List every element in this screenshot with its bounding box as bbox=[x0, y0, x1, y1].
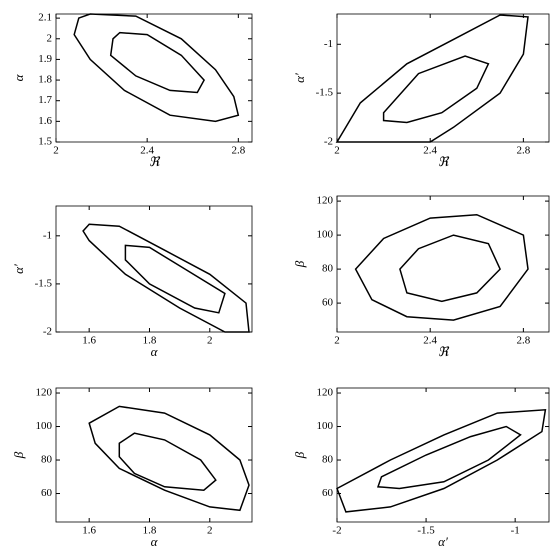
x-tick-label: 2 bbox=[334, 145, 340, 157]
axes-box bbox=[55, 387, 253, 523]
y-tick-label: 60 bbox=[322, 297, 334, 309]
axes-box bbox=[55, 13, 253, 143]
x-axis-label: α bbox=[151, 344, 159, 359]
y-tick-label: 100 bbox=[317, 229, 334, 241]
y-tick-label: 100 bbox=[36, 420, 53, 432]
y-tick-label: -1 bbox=[324, 38, 333, 50]
x-tick-label: 1.6 bbox=[82, 525, 96, 537]
y-tick-label: -2 bbox=[43, 326, 52, 338]
y-tick-label: 100 bbox=[317, 420, 334, 432]
x-axis-label: ℜ bbox=[438, 344, 450, 359]
y-tick-label: 80 bbox=[322, 454, 334, 466]
y-tick-label: 80 bbox=[41, 454, 53, 466]
y-axis-label: β bbox=[292, 260, 307, 268]
x-tick-label: 1.8 bbox=[143, 525, 157, 537]
contour bbox=[376, 425, 522, 490]
axes-box bbox=[55, 205, 253, 333]
y-tick-label: -1.5 bbox=[316, 87, 334, 99]
y-tick-label: 80 bbox=[322, 263, 334, 275]
y-tick-label: 1.9 bbox=[38, 53, 52, 65]
y-tick-label: 120 bbox=[317, 387, 334, 399]
y-tick-label: 1.8 bbox=[38, 74, 52, 86]
y-tick-label: 2.1 bbox=[38, 12, 52, 24]
x-tick-label: 2.4 bbox=[423, 335, 437, 347]
contour bbox=[335, 14, 529, 143]
axes-box bbox=[336, 195, 550, 333]
x-axis-label: ℜ bbox=[438, 154, 450, 169]
y-tick-label: -1.5 bbox=[35, 277, 53, 289]
x-tick-label: -1.5 bbox=[417, 525, 435, 537]
y-tick-label: 120 bbox=[317, 195, 334, 207]
x-tick-label: 2.4 bbox=[140, 145, 154, 157]
x-tick-label: 2 bbox=[207, 335, 213, 347]
contour bbox=[354, 213, 529, 321]
axes-box bbox=[336, 13, 550, 143]
contour bbox=[73, 13, 240, 123]
x-tick-label: 2.8 bbox=[516, 145, 530, 157]
axes-box bbox=[336, 387, 550, 523]
y-tick-label: -2 bbox=[324, 136, 333, 148]
contour bbox=[118, 432, 217, 491]
x-axis-label: ℜ bbox=[149, 154, 161, 169]
x-axis-label: α bbox=[151, 534, 159, 549]
contour bbox=[382, 55, 490, 124]
x-tick-label: -2 bbox=[332, 525, 341, 537]
x-tick-label: -1 bbox=[511, 525, 520, 537]
contour bbox=[399, 234, 501, 303]
y-tick-label: 1.7 bbox=[38, 94, 52, 106]
y-tick-label: 120 bbox=[36, 387, 53, 399]
y-axis-label: β bbox=[292, 451, 307, 459]
y-tick-label: 60 bbox=[41, 487, 53, 499]
contour bbox=[88, 405, 250, 512]
contour bbox=[336, 408, 547, 513]
x-tick-label: 2 bbox=[53, 145, 59, 157]
x-axis-label: α′ bbox=[438, 534, 448, 549]
x-tick-label: 2.4 bbox=[423, 145, 437, 157]
contour bbox=[109, 31, 206, 94]
y-tick-label: 60 bbox=[322, 487, 334, 499]
y-tick-label: 1.6 bbox=[38, 115, 52, 127]
y-axis-label: β bbox=[11, 451, 26, 459]
y-axis-label: α′ bbox=[292, 73, 307, 83]
x-tick-label: 2 bbox=[334, 335, 340, 347]
x-tick-label: 2 bbox=[207, 525, 213, 537]
x-tick-label: 2.8 bbox=[516, 335, 530, 347]
y-tick-label: 1.5 bbox=[38, 136, 52, 148]
y-tick-label: 2 bbox=[47, 32, 53, 44]
x-tick-label: 1.6 bbox=[82, 335, 96, 347]
x-tick-label: 2.8 bbox=[231, 145, 245, 157]
contour bbox=[124, 244, 226, 314]
x-tick-label: 1.8 bbox=[143, 335, 157, 347]
contour bbox=[82, 223, 250, 333]
y-axis-label: α′ bbox=[11, 264, 26, 274]
y-axis-label: α bbox=[11, 73, 26, 81]
y-tick-label: -1 bbox=[43, 229, 52, 241]
